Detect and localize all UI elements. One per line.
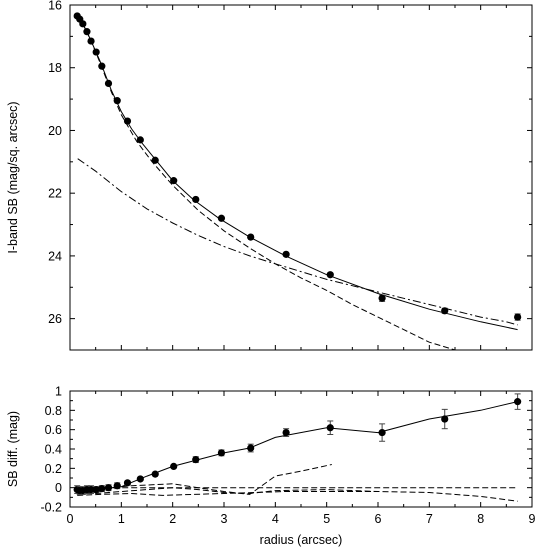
top-points-group xyxy=(73,12,522,321)
top-y-tick-label: 24 xyxy=(48,249,62,263)
bottom-x-tick-label: 7 xyxy=(426,512,433,526)
bottom-data-point xyxy=(92,486,100,494)
top-y-tick-label: 20 xyxy=(48,124,62,138)
bottom-series-dashed-line-4 xyxy=(77,491,378,496)
bottom-series-dashed-line-3 xyxy=(77,487,518,502)
bottom-data-point xyxy=(441,415,449,423)
top-data-point xyxy=(441,307,449,315)
bottom-x-tick-label: 0 xyxy=(67,512,74,526)
bottom-x-tick-label: 1 xyxy=(118,512,125,526)
bottom-points-group xyxy=(73,393,522,495)
bottom-data-point xyxy=(87,486,95,494)
top-data-point xyxy=(151,156,159,164)
bottom-y-axis-label: SB diff. (mag) xyxy=(6,411,20,487)
bottom-x-tick-label: 5 xyxy=(323,512,330,526)
bottom-data-point xyxy=(282,428,290,437)
bottom-data-point xyxy=(98,485,106,493)
top-y-tick-label: 26 xyxy=(48,312,62,326)
bottom-y-tick-label: 0.8 xyxy=(45,404,62,418)
bottom-x-tick-label: 3 xyxy=(221,512,228,526)
bottom-data-point xyxy=(151,470,159,478)
bottom-data-point xyxy=(378,428,386,437)
bottom-panel: 0 1 2 3 4 5 6 7 8 9 -0.2 0 0.2 0.4 0.6 0.8 1 SB diff. (ma… xyxy=(6,385,536,548)
bottom-y-tick-label: 1 xyxy=(55,385,62,399)
bottom-y-tick-label: 0.4 xyxy=(45,443,62,457)
bottom-y-tick-label: 0.2 xyxy=(45,462,62,476)
bottom-data-point xyxy=(326,424,334,432)
top-data-point xyxy=(92,48,100,56)
top-data-point xyxy=(113,97,121,105)
bottom-y-tick-label: 0.6 xyxy=(45,423,62,437)
top-y-axis-label: I-band SB (mag/sq. arcsec) xyxy=(6,101,20,253)
bottom-x-tick-label: 4 xyxy=(272,512,279,526)
top-data-point xyxy=(98,62,106,70)
top-y-tick-label: 16 xyxy=(48,0,62,13)
top-data-point xyxy=(217,214,226,222)
bottom-x-axis-label: radius (arcsec) xyxy=(260,533,343,547)
top-panel: 16 18 20 22 24 26 I-band SB (mag/sq. arcsec) xyxy=(6,0,533,351)
bottom-data-point xyxy=(170,462,178,470)
bottom-x-tick-label: 6 xyxy=(375,512,382,526)
top-series-solid-line-0 xyxy=(76,15,518,331)
top-series-dashdot-line-2 xyxy=(77,158,518,326)
bottom-plot-frame xyxy=(69,390,533,508)
bottom-x-tick-label: 8 xyxy=(477,512,484,526)
bottom-x-tick-label: 9 xyxy=(529,512,536,526)
bottom-x-tick-label: 2 xyxy=(169,512,176,526)
top-data-point xyxy=(282,250,290,258)
top-y-tick-label: 22 xyxy=(48,187,62,201)
bottom-data-point xyxy=(104,484,113,492)
top-data-point xyxy=(79,20,87,28)
bottom-y-tick-label: -0.2 xyxy=(40,501,62,515)
top-series-group xyxy=(76,15,518,350)
bottom-y-tick-label: 0 xyxy=(55,481,62,495)
top-plot-frame xyxy=(69,4,533,351)
bottom-data-point xyxy=(113,482,121,490)
bottom-data-point xyxy=(514,398,522,406)
bottom-data-point xyxy=(136,475,144,483)
top-y-tick-label: 18 xyxy=(48,61,62,75)
top-data-point xyxy=(136,136,144,144)
top-data-point xyxy=(247,233,255,241)
top-data-point xyxy=(123,117,132,125)
top-data-point xyxy=(83,28,91,36)
top-data-point xyxy=(326,271,334,279)
top-data-point xyxy=(87,37,95,45)
top-data-point xyxy=(170,177,178,185)
top-data-point xyxy=(104,79,113,88)
top-data-point xyxy=(378,294,386,302)
bottom-series-solid-line-0 xyxy=(77,401,518,491)
top-data-point xyxy=(192,195,200,204)
bottom-data-point xyxy=(217,449,226,457)
bottom-data-point xyxy=(192,456,200,464)
bottom-data-point xyxy=(123,479,132,487)
top-data-point xyxy=(514,313,522,321)
bottom-data-point xyxy=(247,444,255,452)
bottom-series-group xyxy=(77,401,518,502)
